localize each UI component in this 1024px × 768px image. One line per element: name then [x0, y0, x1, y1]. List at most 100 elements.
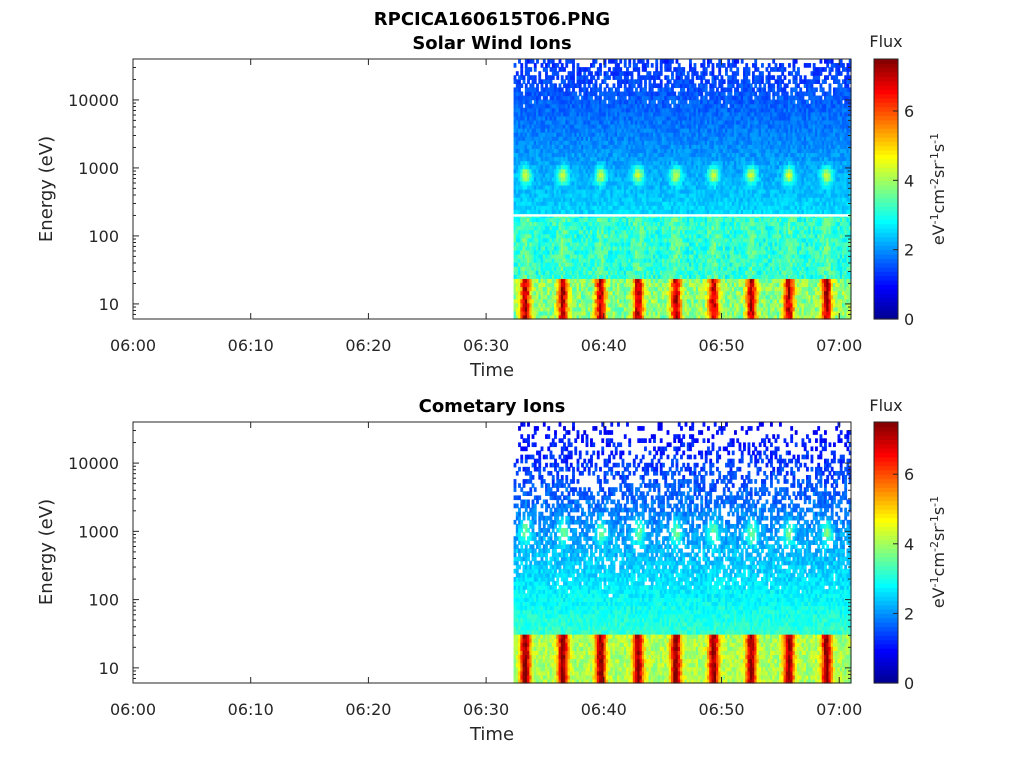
heatmap-cell	[569, 233, 573, 239]
heatmap-cell	[560, 314, 564, 320]
heatmap-cell	[549, 274, 553, 279]
heatmap-cell	[569, 83, 573, 89]
heatmap-cell	[693, 67, 697, 72]
panel-title: Solar Wind Ions	[412, 33, 571, 54]
heatmap-cell	[576, 184, 580, 190]
heatmap-cell	[538, 221, 542, 227]
heatmap-cell	[529, 152, 533, 158]
heatmap-cell	[583, 172, 587, 178]
heatmap-cell	[522, 229, 526, 235]
heatmap-cell	[677, 63, 681, 68]
heatmap-cell	[585, 286, 589, 292]
heatmap-cell	[527, 168, 530, 174]
heatmap-cell	[522, 217, 526, 223]
heatmap-cell	[524, 233, 528, 239]
heatmap-cell	[540, 83, 544, 89]
heatmap-cell	[578, 91, 582, 97]
heatmap-cell	[567, 59, 571, 64]
heatmap-cell	[563, 262, 566, 267]
heatmap-cell	[549, 249, 553, 255]
heatmap-cell	[587, 99, 591, 105]
heatmap-cell	[563, 111, 566, 117]
heatmap-cell	[540, 249, 544, 255]
heatmap-cell	[578, 75, 582, 80]
heatmap-cell	[554, 294, 557, 300]
heatmap-cell	[581, 67, 584, 72]
heatmap-cell	[576, 128, 580, 133]
heatmap-cell	[572, 67, 575, 72]
heatmap-cell	[558, 233, 562, 239]
heatmap-cell	[576, 148, 580, 154]
heatmap-cell	[522, 176, 526, 182]
heatmap-cell	[547, 107, 551, 113]
heatmap-cell	[578, 286, 582, 292]
heatmap-cell	[513, 152, 517, 158]
heatmap-cell	[533, 266, 537, 271]
heatmap-cell	[574, 209, 578, 214]
heatmap-cell	[531, 124, 535, 129]
heatmap-cell	[590, 209, 593, 214]
heatmap-cell	[569, 274, 573, 279]
heatmap-cell	[536, 310, 539, 316]
heatmap-cell	[581, 176, 584, 182]
heatmap-cell	[569, 290, 573, 296]
heatmap-cell	[581, 298, 584, 304]
heatmap-cell	[572, 237, 575, 243]
heatmap-cell	[518, 245, 521, 251]
heatmap-cell	[576, 314, 580, 320]
heatmap-cell	[572, 258, 575, 263]
heatmap-cell	[529, 274, 533, 279]
heatmap-cell	[524, 91, 528, 97]
heatmap-cell	[551, 302, 555, 308]
heatmap-cell	[585, 67, 589, 72]
heatmap-cell	[518, 209, 521, 214]
heatmap-cell	[545, 160, 548, 166]
heatmap-cell	[558, 249, 562, 255]
heatmap-cell	[572, 266, 575, 271]
heatmap-cell	[527, 176, 530, 182]
heatmap-cell	[682, 87, 686, 93]
heatmap-cell	[522, 189, 526, 194]
heatmap-cell	[531, 302, 535, 308]
heatmap-cell	[558, 201, 562, 206]
heatmap-cell	[585, 205, 589, 210]
heatmap-cell	[587, 91, 591, 97]
heatmap-cell	[513, 282, 517, 288]
heatmap-cell	[554, 148, 557, 154]
heatmap-cell	[581, 262, 584, 267]
heatmap-cell	[547, 221, 551, 227]
heatmap-cell	[574, 294, 578, 300]
heatmap-cell	[520, 237, 524, 243]
heatmap-cell	[529, 115, 533, 121]
heatmap-cell	[527, 79, 530, 84]
heatmap-cell	[518, 189, 521, 194]
heatmap-cell	[524, 107, 528, 113]
heatmap-cell	[558, 225, 562, 231]
heatmap-cell	[583, 189, 587, 194]
heatmap-cell	[569, 314, 573, 320]
heatmap-cell	[518, 128, 521, 133]
heatmap-cell	[576, 241, 580, 247]
heatmap-cell	[518, 290, 521, 296]
heatmap-cell	[563, 286, 566, 292]
heatmap-cell	[572, 310, 575, 316]
heatmap-cell	[540, 233, 544, 239]
heatmap-cell	[531, 128, 535, 133]
heatmap-cell	[533, 229, 537, 235]
heatmap-cell	[576, 217, 580, 223]
heatmap-cell	[536, 132, 539, 137]
heatmap-cell	[556, 193, 560, 198]
heatmap-cell	[590, 241, 593, 247]
heatmap-cell	[578, 148, 582, 154]
heatmap-cell	[515, 205, 519, 210]
heatmap-cell	[585, 180, 589, 186]
heatmap-cell	[513, 168, 517, 174]
heatmap-cell	[551, 164, 555, 170]
heatmap-cell	[547, 99, 551, 105]
heatmap-cell	[540, 124, 544, 129]
heatmap-cell	[558, 160, 562, 166]
heatmap-cell	[574, 233, 578, 239]
heatmap-cell	[551, 115, 555, 121]
heatmap-cell	[569, 180, 573, 186]
heatmap-cell	[556, 184, 560, 190]
